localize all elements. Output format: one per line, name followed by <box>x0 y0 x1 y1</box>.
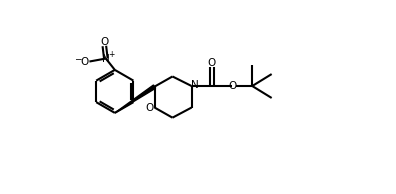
Text: −: − <box>74 55 82 64</box>
Text: O: O <box>100 37 109 47</box>
Polygon shape <box>115 85 156 113</box>
Text: O: O <box>80 56 88 67</box>
Text: +: + <box>108 50 114 59</box>
Text: N: N <box>102 54 110 63</box>
Text: N: N <box>191 80 198 89</box>
Text: O: O <box>208 58 216 68</box>
Text: O: O <box>228 81 236 91</box>
Text: O: O <box>145 103 154 113</box>
